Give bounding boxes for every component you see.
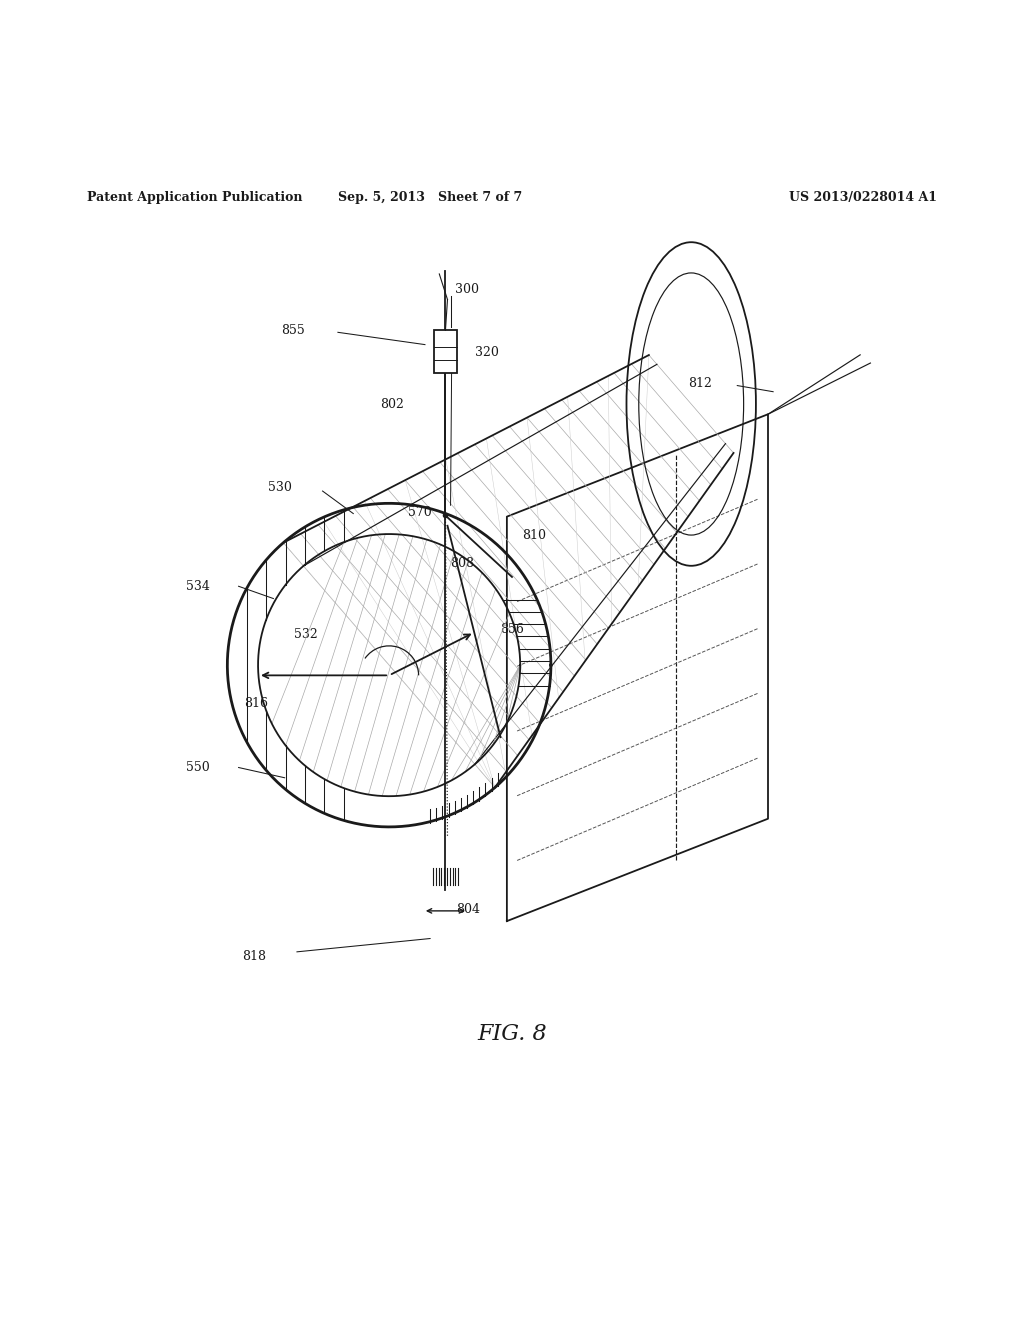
Text: 570: 570 bbox=[409, 506, 432, 519]
Text: Sep. 5, 2013   Sheet 7 of 7: Sep. 5, 2013 Sheet 7 of 7 bbox=[338, 191, 522, 205]
Text: 532: 532 bbox=[294, 628, 317, 642]
Text: 816: 816 bbox=[245, 697, 268, 710]
Text: 530: 530 bbox=[268, 482, 292, 495]
Text: 804: 804 bbox=[456, 903, 479, 916]
Text: Patent Application Publication: Patent Application Publication bbox=[87, 191, 302, 205]
Text: 802: 802 bbox=[381, 397, 404, 411]
Text: 855: 855 bbox=[282, 323, 305, 337]
Text: 320: 320 bbox=[475, 346, 499, 359]
Text: 810: 810 bbox=[522, 528, 546, 541]
Text: 818: 818 bbox=[243, 950, 266, 964]
Text: 300: 300 bbox=[455, 282, 478, 296]
Text: FIG. 8: FIG. 8 bbox=[477, 1023, 547, 1044]
Text: 856: 856 bbox=[500, 623, 523, 636]
Text: 550: 550 bbox=[186, 762, 210, 774]
Text: 534: 534 bbox=[186, 579, 210, 593]
FancyBboxPatch shape bbox=[434, 330, 457, 374]
Text: 812: 812 bbox=[688, 378, 712, 389]
Text: 808: 808 bbox=[451, 557, 474, 570]
Text: US 2013/0228014 A1: US 2013/0228014 A1 bbox=[788, 191, 937, 205]
